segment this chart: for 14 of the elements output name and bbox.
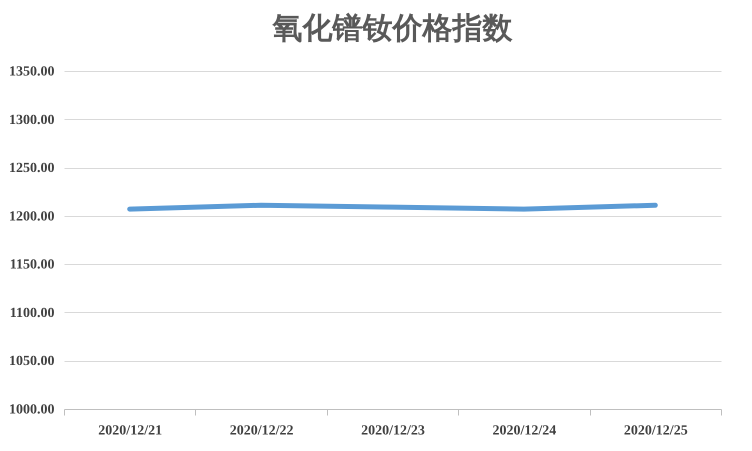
chart-title: 氧化镨钕价格指数 — [272, 11, 514, 46]
y-tick-label: 1350.00 — [9, 64, 54, 80]
y-tick-label: 1250.00 — [9, 161, 54, 176]
y-tick-label: 1200.00 — [9, 209, 54, 224]
y-tick-label: 1300.00 — [9, 112, 54, 128]
x-tick-label: 2020/12/23 — [361, 424, 425, 438]
x-tick-label: 2020/12/21 — [98, 424, 162, 438]
y-tick-label: 1000.00 — [9, 402, 54, 418]
x-tick-label: 2020/12/22 — [230, 424, 294, 438]
y-tick-label: 1050.00 — [9, 354, 54, 370]
x-tick-label: 2020/12/25 — [624, 424, 688, 438]
x-tick-label: 2020/12/24 — [492, 424, 556, 438]
y-tick-label: 1150.00 — [10, 258, 54, 273]
y-tick-label: 1100.00 — [10, 306, 54, 321]
